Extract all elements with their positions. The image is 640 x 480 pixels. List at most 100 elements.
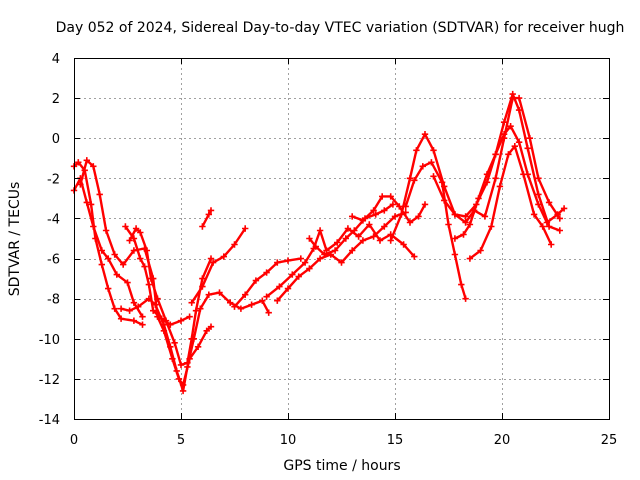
y-tick-label: 4 xyxy=(52,52,60,67)
data-point xyxy=(179,387,187,395)
series-track-12 xyxy=(306,201,397,258)
data-point xyxy=(359,237,367,244)
data-point xyxy=(349,247,356,254)
series-track-13 xyxy=(349,193,429,226)
data-point xyxy=(411,253,418,260)
data-point xyxy=(496,183,504,190)
series-track-8 xyxy=(199,207,215,230)
data-point xyxy=(321,251,328,258)
series-track-18 xyxy=(466,143,555,262)
data-point xyxy=(105,285,112,292)
data-point xyxy=(207,323,215,330)
series-track-9 xyxy=(231,255,304,310)
data-point xyxy=(545,199,553,206)
series-track-15 xyxy=(402,159,469,302)
data-point xyxy=(209,259,217,266)
data-point xyxy=(515,139,523,146)
series-line xyxy=(468,145,553,260)
data-point xyxy=(370,207,377,214)
data-point xyxy=(535,191,542,198)
data-point xyxy=(192,307,200,314)
data-point xyxy=(130,317,138,324)
data-point xyxy=(137,255,144,262)
data-point xyxy=(387,237,394,244)
data-point xyxy=(430,173,437,180)
data-point xyxy=(139,313,146,320)
data-point xyxy=(351,227,358,234)
data-point xyxy=(120,261,127,268)
y-tick-label: -12 xyxy=(39,373,60,388)
y-tick-label: -6 xyxy=(47,253,60,268)
data-point xyxy=(338,259,345,266)
data-point xyxy=(466,221,474,228)
series-line xyxy=(453,125,566,240)
data-point xyxy=(184,359,191,366)
x-tick-label: 25 xyxy=(601,433,618,448)
data-point xyxy=(203,327,210,334)
x-tick-label: 10 xyxy=(280,433,297,448)
data-point xyxy=(199,283,206,290)
data-point xyxy=(274,259,281,266)
data-point xyxy=(135,303,142,310)
data-point xyxy=(242,291,249,298)
data-point xyxy=(411,177,418,184)
axis-tick-labels: 0 5 10 15 20 25 -14 -12 -10 -8 -6 -4 -2 0 2 4 xyxy=(39,52,618,448)
data-point xyxy=(451,251,459,258)
data-point xyxy=(98,261,105,268)
data-point xyxy=(344,225,352,232)
data-point xyxy=(415,213,422,220)
data-point xyxy=(227,299,234,306)
data-point xyxy=(524,145,531,152)
data-point xyxy=(511,143,518,150)
data-point xyxy=(306,265,313,272)
data-point xyxy=(205,291,212,298)
data-point xyxy=(492,151,499,158)
data-point xyxy=(111,305,118,312)
data-point xyxy=(297,255,304,262)
data-point xyxy=(509,90,516,98)
data-point xyxy=(83,157,90,164)
series-track-10 xyxy=(263,221,418,300)
data-point xyxy=(90,163,97,170)
data-point xyxy=(130,247,138,254)
data-point xyxy=(421,131,429,138)
data-point xyxy=(445,221,452,228)
data-point xyxy=(316,255,324,262)
data-point xyxy=(381,223,388,230)
data-point xyxy=(438,179,446,186)
data-point xyxy=(117,305,125,312)
data-point xyxy=(398,211,405,218)
series-track-17 xyxy=(451,123,568,242)
data-point xyxy=(535,201,542,208)
data-point xyxy=(543,219,551,226)
data-point xyxy=(462,219,469,226)
data-point xyxy=(276,283,283,290)
data-point xyxy=(265,309,272,316)
data-point xyxy=(505,151,512,158)
data-series xyxy=(70,90,568,395)
data-point xyxy=(122,223,129,230)
data-point xyxy=(507,123,514,130)
x-tick-label: 0 xyxy=(70,433,78,448)
data-point xyxy=(139,321,146,328)
series-track-6 xyxy=(126,225,215,369)
data-point xyxy=(366,221,373,228)
y-tick-label: -14 xyxy=(39,413,60,428)
data-point xyxy=(376,237,384,244)
data-point xyxy=(515,106,523,114)
data-point xyxy=(545,223,553,230)
axis-ticks xyxy=(74,58,610,420)
data-point xyxy=(145,281,153,288)
data-point xyxy=(488,223,495,230)
x-tick-label: 5 xyxy=(177,433,185,448)
data-point xyxy=(441,197,448,204)
data-point xyxy=(406,175,414,182)
data-point xyxy=(231,303,238,310)
data-point xyxy=(381,207,388,214)
y-tick-label: -8 xyxy=(47,293,60,308)
data-point xyxy=(263,269,270,276)
data-point xyxy=(248,301,255,308)
data-point xyxy=(331,247,339,254)
data-point xyxy=(263,293,270,300)
